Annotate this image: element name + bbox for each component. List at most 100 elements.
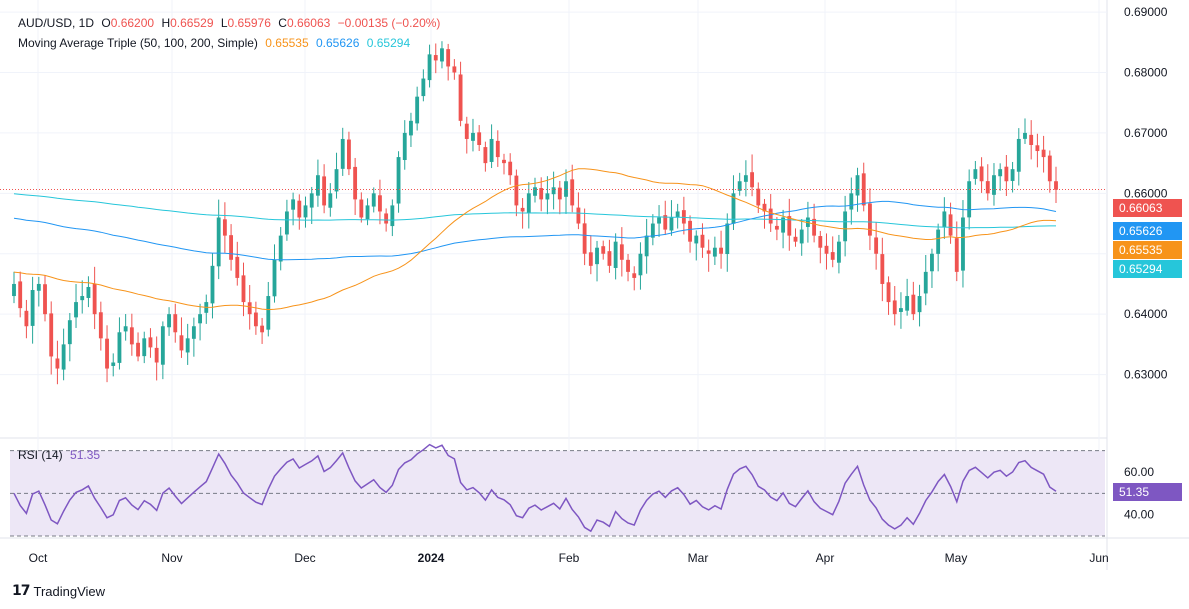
candle (433, 55, 438, 61)
candle (464, 123, 469, 139)
candle (402, 132, 407, 161)
candle (644, 235, 649, 257)
ma-label[interactable]: Moving Average Triple (50, 100, 200, Sim… (18, 36, 258, 50)
candle (415, 96, 420, 124)
candle (855, 175, 860, 196)
candle (303, 205, 308, 218)
ohlc-low: L0.65976 (220, 16, 271, 30)
candle (880, 254, 885, 284)
candle (495, 140, 500, 158)
candle (98, 312, 103, 339)
candle (148, 337, 153, 348)
candle (18, 281, 23, 309)
candle (570, 179, 575, 206)
candle (421, 78, 426, 97)
candle (607, 251, 612, 266)
candle (489, 138, 494, 162)
candle (142, 338, 147, 357)
candle (440, 48, 444, 62)
candle (917, 296, 922, 313)
candle (663, 215, 668, 230)
tradingview-icon: 17 (12, 583, 31, 599)
candle (650, 223, 655, 238)
candle (427, 54, 432, 81)
candle (173, 314, 178, 333)
time-tick-label: Jun (1089, 551, 1108, 565)
candle (322, 176, 327, 206)
candle (849, 193, 854, 210)
candle (55, 358, 60, 369)
candle (471, 132, 475, 141)
candle (67, 320, 72, 345)
candle (266, 296, 271, 330)
candle (948, 214, 953, 236)
rsi-tick-label: 60.00 (1124, 465, 1154, 479)
candle (905, 296, 910, 311)
candle (954, 238, 959, 272)
candle (998, 169, 1003, 177)
candle (229, 235, 234, 260)
rsi-header: RSI (14) 51.35 (18, 448, 104, 462)
candle (210, 265, 215, 304)
candle (613, 241, 618, 268)
candle (216, 217, 221, 267)
time-tick-label: Mar (688, 551, 709, 565)
rsi-value: 51.35 (70, 448, 101, 462)
candle (526, 193, 531, 213)
candle (365, 205, 370, 220)
candle (712, 247, 717, 257)
candle (930, 253, 934, 272)
candle (241, 275, 246, 303)
candle (508, 161, 513, 176)
candle (291, 199, 296, 210)
time-tick-label: May (945, 551, 968, 565)
price-tick-label: 0.63000 (1124, 368, 1168, 382)
ma100-tag: 0.65626 (1113, 222, 1182, 240)
candle (942, 211, 947, 228)
candle (1004, 166, 1009, 182)
candle (787, 216, 792, 236)
ohlc-high: H0.66529 (161, 16, 214, 30)
candle (756, 188, 761, 206)
candle (179, 335, 184, 351)
candle (347, 139, 351, 170)
time-tick-label: 2024 (418, 551, 445, 565)
candle (774, 225, 779, 230)
rsi-label[interactable]: RSI (14) (18, 448, 63, 462)
candle (105, 338, 109, 369)
price-tick-label: 0.68000 (1124, 66, 1168, 80)
candle (1023, 132, 1027, 139)
candle (688, 220, 692, 242)
candle (874, 237, 879, 254)
candle (520, 207, 525, 212)
candle (272, 259, 277, 297)
candle (564, 181, 568, 197)
candle (973, 169, 978, 179)
tradingview-logo[interactable]: 17 TradingView (12, 583, 106, 599)
ma100-value: 0.65626 (316, 36, 360, 50)
candle (378, 195, 382, 212)
candle (297, 200, 302, 218)
candle (545, 193, 550, 200)
time-tick-label: Oct (29, 551, 48, 565)
candle (743, 175, 748, 182)
candle (43, 284, 47, 315)
ohlc-change: −0.00135 (−0.20%) (337, 16, 441, 30)
candle (409, 120, 413, 136)
candle (793, 236, 798, 242)
candle (111, 362, 116, 366)
candle (868, 203, 872, 236)
candle (167, 314, 171, 328)
time-tick-label: Dec (294, 551, 315, 565)
candle (1041, 149, 1046, 158)
candle (799, 229, 804, 244)
candle (768, 208, 773, 224)
candle (284, 211, 289, 235)
candle (1029, 134, 1034, 145)
candle (861, 173, 866, 206)
candle (539, 188, 544, 200)
symbol-label[interactable]: AUD/USD, 1D (18, 16, 95, 30)
candle (123, 326, 128, 332)
candle (36, 283, 41, 291)
